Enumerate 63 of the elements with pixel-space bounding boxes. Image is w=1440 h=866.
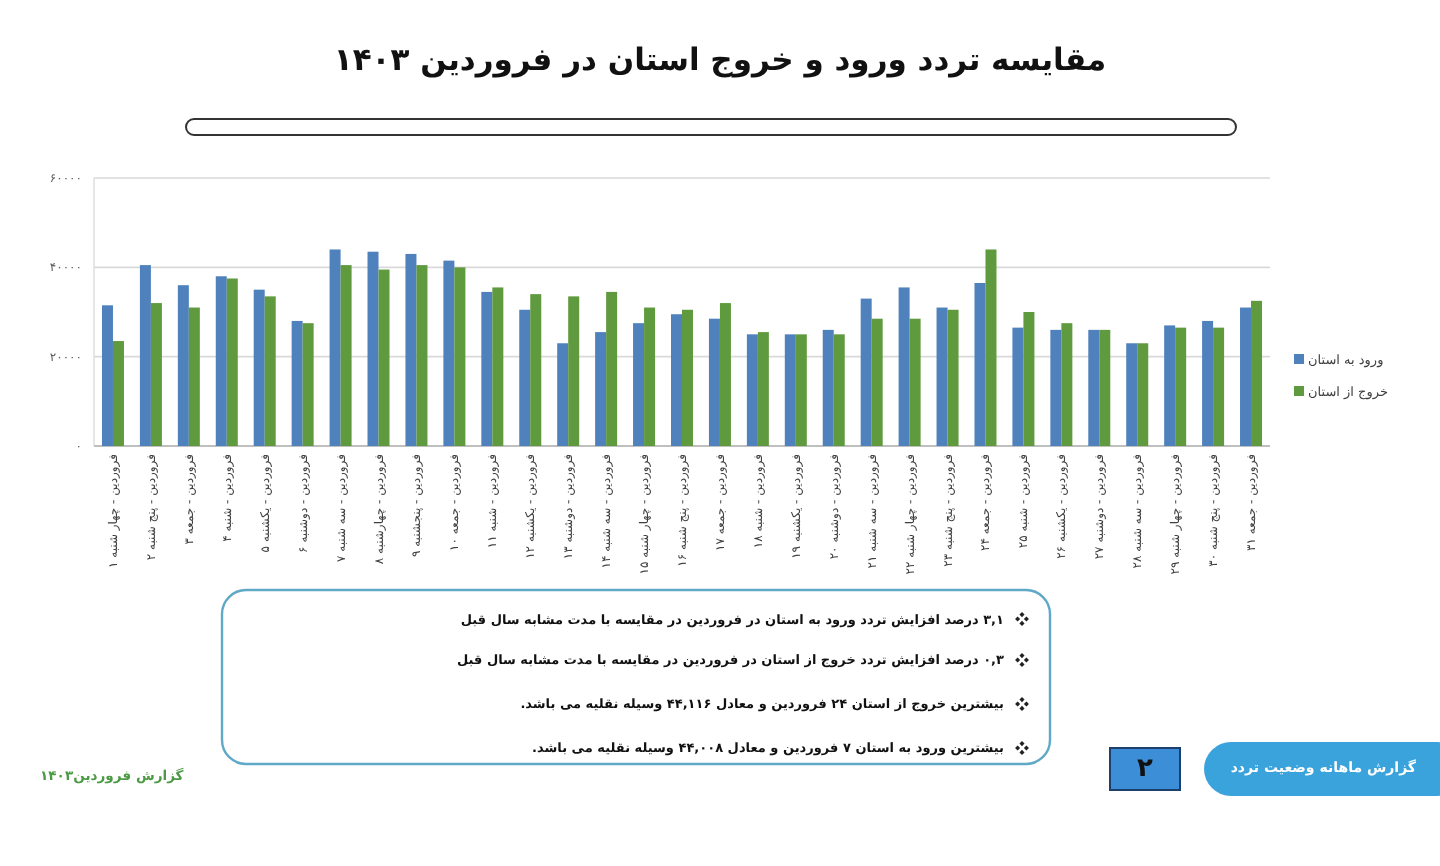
- bar: [947, 309, 959, 446]
- bar: [530, 294, 542, 446]
- bar: [454, 267, 466, 446]
- bar: [644, 307, 656, 446]
- bar: [1175, 327, 1187, 446]
- bar: [112, 341, 124, 446]
- bar: [291, 320, 303, 446]
- bar: [936, 307, 948, 446]
- bar: [833, 334, 845, 446]
- bar: [757, 332, 769, 446]
- bar: [606, 291, 618, 446]
- bar: [492, 287, 504, 446]
- bar: [150, 303, 162, 446]
- bar: [1126, 343, 1138, 446]
- bar: [139, 265, 151, 446]
- bar: [1240, 307, 1252, 446]
- bar: [329, 249, 341, 446]
- bar: [633, 323, 645, 446]
- bar: [340, 265, 352, 446]
- bar: [822, 329, 834, 446]
- bar: [871, 318, 883, 446]
- bar: [188, 307, 200, 446]
- bar: [264, 296, 276, 446]
- bar: [1213, 327, 1225, 446]
- bar: [909, 318, 921, 446]
- bar: [595, 332, 607, 446]
- bar: [226, 278, 238, 446]
- bar: [1050, 329, 1062, 446]
- bar: [860, 298, 872, 446]
- bar: [746, 334, 758, 446]
- bar: [253, 289, 265, 446]
- bar: [719, 303, 731, 446]
- bar: [443, 260, 455, 446]
- bar: [367, 251, 379, 446]
- bar: [974, 282, 986, 446]
- bar: [302, 323, 314, 446]
- bar: [1202, 320, 1214, 446]
- bar: [671, 314, 682, 446]
- bar: [1164, 325, 1176, 446]
- bar: [985, 249, 997, 446]
- bar: [795, 334, 807, 446]
- bar: [101, 305, 113, 446]
- bar: [1088, 329, 1100, 446]
- bar: [1023, 312, 1035, 446]
- bar: [1012, 327, 1024, 446]
- bar: [481, 291, 493, 446]
- bar: [682, 309, 693, 446]
- bar: [1099, 329, 1111, 446]
- bar: [378, 269, 390, 446]
- bar: [1061, 323, 1073, 446]
- bar: [177, 285, 189, 446]
- bar: [519, 309, 531, 446]
- bar: [215, 276, 227, 446]
- bar: [898, 287, 910, 446]
- bar: [405, 253, 417, 446]
- bar: [784, 334, 796, 446]
- bar: [557, 343, 569, 446]
- bar: [708, 318, 720, 446]
- bar: [416, 265, 428, 446]
- bar: [568, 296, 580, 446]
- chart-title: مقایسه تردد ورود و خروج استان در فروردین ۱۴۰۳: [331, 40, 1109, 80]
- bar: [1251, 300, 1263, 446]
- bar: [1137, 343, 1149, 446]
